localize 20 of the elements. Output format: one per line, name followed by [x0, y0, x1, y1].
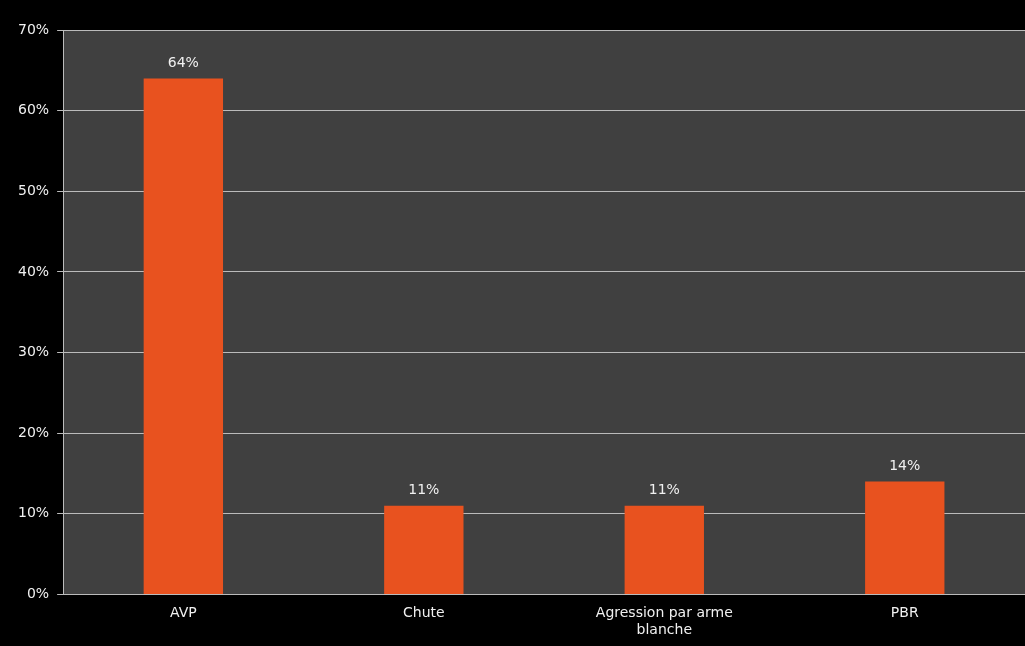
x-tick-label: PBR: [890, 604, 919, 621]
x-tick-label: Agression par arme blanche: [595, 604, 733, 638]
x-tick-label: AVP: [170, 604, 197, 621]
y-tick-label: 30%: [17, 343, 50, 360]
y-tick-label: 40%: [17, 262, 50, 279]
data-label: 11%: [648, 481, 680, 498]
y-tick-label: 10%: [17, 504, 50, 521]
data-label: 64%: [167, 54, 199, 71]
data-label: 14%: [889, 457, 921, 474]
data-label: 11%: [408, 481, 440, 498]
bar: [865, 481, 945, 594]
y-tick-label: 60%: [17, 101, 50, 118]
y-tick-label: 0%: [26, 585, 50, 602]
bar: [143, 78, 224, 594]
bar: [624, 505, 704, 594]
y-tick-label: 50%: [17, 181, 50, 198]
y-tick-label: 70%: [17, 20, 50, 37]
bar: [384, 505, 464, 594]
x-tick-label: Chute: [403, 604, 445, 621]
y-tick-label: 20%: [17, 423, 50, 440]
